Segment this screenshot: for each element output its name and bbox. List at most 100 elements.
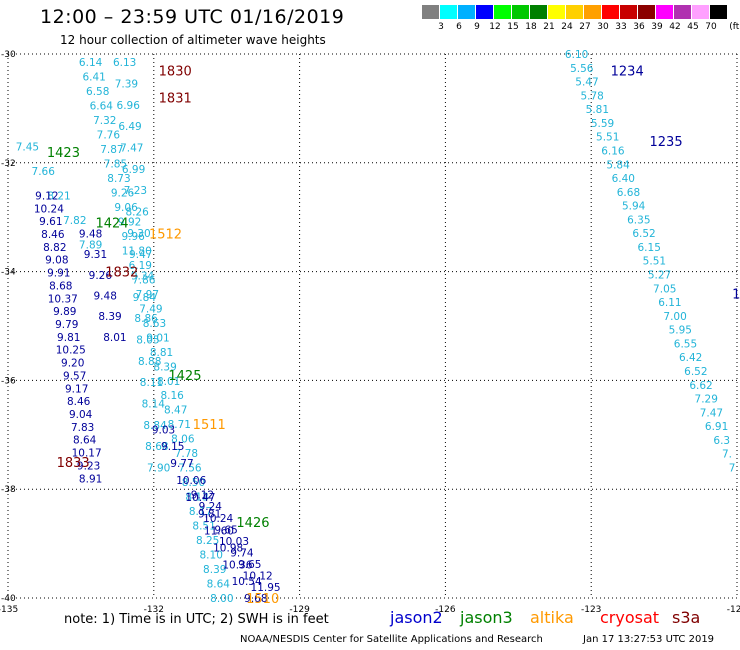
legend-label: 30 [597, 22, 609, 32]
legend-label: 33 [615, 22, 627, 32]
pass-label: 1426 [236, 516, 269, 531]
wave-height-value: 9.08 [45, 255, 68, 267]
legend-swatch [566, 5, 583, 19]
legend-label: 42 [669, 22, 681, 32]
wave-height-value: 6.62 [689, 380, 712, 392]
wave-height-value: 8.14 [142, 398, 166, 410]
legend-swatch [476, 5, 493, 19]
wave-height-value: 9.92 [118, 216, 141, 228]
wave-height-value: 8.51 [192, 521, 215, 533]
wave-height-value: 5.59 [591, 118, 614, 130]
wave-height-value: 7.85 [104, 159, 127, 171]
wave-height-value: 9.01 [146, 332, 169, 344]
legend-swatch [602, 5, 619, 19]
wave-height-value: 5.51 [643, 256, 666, 268]
wave-height-value: 9.34 [131, 270, 155, 282]
y-tick-label: -38 [1, 485, 16, 495]
y-tick-label: -34 [1, 268, 16, 278]
wave-height-value: 8.86 [134, 313, 158, 325]
wave-height-value: 7.66 [32, 166, 56, 178]
mission-jason2: jason2 [390, 608, 443, 627]
pass-label: 1831 [159, 92, 192, 107]
wave-height-value: 9.04 [69, 409, 93, 421]
wave-height-value: 6.68 [617, 187, 640, 199]
wave-height-value: 5.95 [669, 325, 692, 337]
wave-height-value: 8.64 [207, 579, 231, 591]
legend-label: 18 [525, 22, 537, 32]
wave-height-value: 6.11 [658, 297, 681, 309]
wave-height-value: 9.48 [94, 291, 117, 303]
legend-swatch [692, 5, 709, 19]
pass-label: 1832 [105, 266, 138, 281]
wave-height-value: 8.10 [200, 550, 223, 562]
wave-height-value: 10.24 [34, 203, 64, 215]
wave-height-value: 6.96 [117, 100, 141, 112]
pass-label: 1833 [57, 456, 90, 471]
wave-height-value: 9.91 [47, 268, 70, 280]
wave-height-value: 5.47 [575, 77, 598, 89]
wave-height-value: 8.39 [203, 564, 226, 576]
wave-height-value: 8.25 [196, 535, 219, 547]
wave-height-value: 9.81 [57, 332, 80, 344]
legend-swatch [512, 5, 529, 19]
legend-swatch [422, 5, 439, 19]
wave-height-value: 11.80 [122, 245, 152, 257]
wave-height-value: 7.89 [79, 239, 102, 251]
wave-height-value: 5.84 [606, 159, 630, 171]
wave-height-value: 8.68 [145, 441, 168, 453]
y-tick-label: -32 [1, 159, 16, 169]
legend-swatch [440, 5, 457, 19]
wave-height-value: 11.60 [204, 526, 234, 538]
wave-height-value: 9.68 [244, 593, 267, 605]
legend-label: 21 [543, 22, 555, 32]
wave-height-value: 6.91 [705, 421, 728, 433]
wave-height-value: 6.10 [565, 49, 588, 61]
wave-height-value: 10.98 [213, 542, 243, 554]
wave-height-value: 8.50 [182, 477, 205, 489]
pass-label: 1830 [159, 64, 192, 79]
wave-height-value: 6.52 [632, 228, 655, 240]
wave-height-value: 9.12 [191, 490, 214, 502]
mission-jason3: jason3 [460, 608, 513, 627]
footer-note: note: 1) Time is in UTC; 2) SWH is in fe… [64, 612, 329, 627]
wave-height-value: 8.11 [140, 377, 163, 389]
wave-height-value: 8.73 [107, 173, 130, 185]
wave-height-value: 6.41 [82, 72, 105, 84]
wave-height-value: 10.54 [232, 576, 262, 588]
wave-height-value: 7.90 [147, 462, 170, 474]
wave-height-value: 9.03 [152, 424, 175, 436]
mission-cryosat: cryosat [600, 608, 660, 627]
wave-height-value: 7.78 [175, 448, 198, 460]
wave-height-value: 9.06 [114, 202, 138, 214]
wave-height-value: 7.76 [97, 130, 121, 142]
wave-height-value: 9.30 [127, 228, 150, 240]
legend-swatch [458, 5, 475, 19]
wave-height-value: 10.12 [243, 571, 273, 583]
wave-height-value: 8.17 [189, 506, 212, 518]
wave-height-value: 8.01 [103, 332, 126, 344]
wave-height-value: 8.64 [73, 435, 97, 447]
wave-height-value: 8.71 [168, 419, 191, 431]
legend-label: 39 [651, 22, 663, 32]
x-tick-label: -123 [581, 605, 601, 615]
wave-height-value: 5.56 [570, 63, 594, 75]
wave-height-value: 6.52 [684, 366, 707, 378]
wave-height-value: 8.68 [49, 280, 72, 292]
wave-height-value: 6.42 [679, 352, 702, 364]
wave-height-value: 7. [722, 449, 732, 461]
wave-height-value: 10.36 [222, 559, 252, 571]
pass-label: 1423 [47, 146, 80, 161]
chart-title: 12:00 – 23:59 UTC 01/16/2019 [40, 6, 345, 28]
legend-swatch [548, 5, 565, 19]
wave-height-value: 7.47 [700, 407, 723, 419]
wave-height-value: 5.78 [580, 90, 603, 102]
wave-height-value: 6.13 [113, 57, 136, 69]
x-tick-label: -135 [0, 605, 18, 615]
wave-height-value: 8.39 [153, 361, 176, 373]
legend-unit: (ft) [729, 22, 740, 32]
pass-label: 1512 [149, 228, 182, 243]
wave-height-value: 5.51 [596, 132, 619, 144]
wave-height-value: 10.03 [219, 536, 249, 548]
wave-height-value: 9.57 [63, 370, 86, 382]
